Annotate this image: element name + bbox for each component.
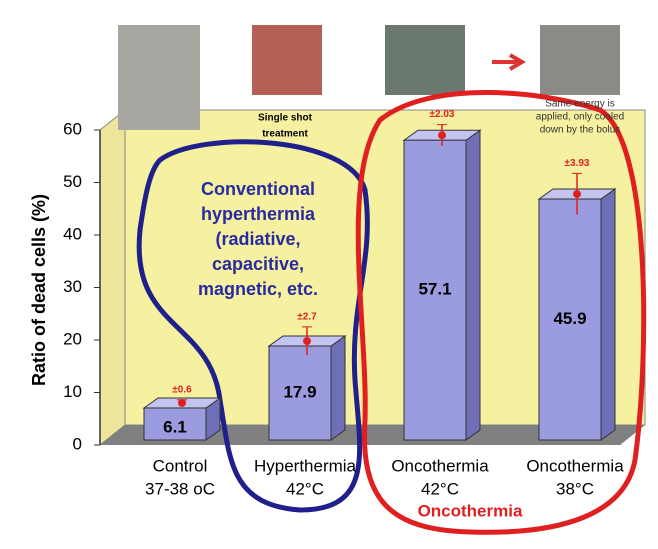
photo (385, 25, 465, 95)
error-label: ±0.6 (172, 384, 192, 395)
error-dot (573, 190, 581, 198)
x-tick-label: Control (153, 456, 208, 475)
y-tick-label: 10 (63, 382, 82, 401)
value-label: 57.1 (418, 280, 451, 299)
y-tick-label: 40 (63, 224, 82, 243)
error-dot (178, 399, 186, 407)
annotation: down by the bolus (540, 125, 621, 136)
error-dot (303, 337, 311, 345)
page: Ratio of dead cells (%) Oncothermia 0 10 2… (0, 0, 658, 549)
error-label: ±3.93 (565, 158, 590, 169)
annotation: treatment (262, 129, 308, 140)
value-label: 6.1 (163, 417, 187, 436)
photo (118, 25, 200, 130)
y-axis-label: Ratio of dead cells (%) (29, 194, 49, 386)
annotation: applied, only cooled (536, 112, 624, 123)
y-tick-label: 30 (63, 277, 82, 296)
y-tick-label: 20 (63, 329, 82, 348)
annotation: (radiative, (215, 229, 300, 249)
x-tick-label: 37-38 oC (145, 479, 215, 498)
x-tick-label: Oncothermia (526, 456, 624, 475)
arrow (492, 55, 522, 69)
photo (252, 25, 322, 95)
value-label: 45.9 (553, 309, 586, 328)
oncothermia-label: Oncothermia (418, 501, 523, 520)
x-tick-label: 42°C (421, 479, 459, 498)
annotation: capacitive, (212, 254, 304, 274)
x-tick-label: 42°C (286, 479, 324, 498)
annotation: Single shot (258, 113, 313, 124)
annotation: Conventional (201, 179, 315, 199)
error-label: ±2.03 (430, 109, 455, 120)
x-tick-label: Hyperthermia (254, 456, 357, 475)
annotation: magnetic, etc. (198, 279, 318, 299)
y-tick-label: 0 (73, 434, 82, 453)
y-tick-label: 50 (63, 172, 82, 191)
photo (540, 25, 620, 95)
y-tick-label: 60 (63, 119, 82, 138)
annotation: hyperthermia (201, 204, 316, 224)
bar-side (601, 189, 615, 440)
side-wall (100, 110, 125, 445)
x-tick-label: 38°C (556, 479, 594, 498)
annotation: Same energy is (545, 99, 614, 110)
bar-side (466, 130, 480, 440)
value-label: 17.9 (283, 382, 316, 401)
chart: Ratio of dead cells (%) Oncothermia 0 10 2… (0, 0, 658, 544)
bar-side (331, 336, 345, 440)
error-label: ±2.7 (297, 311, 317, 322)
x-tick-label: Oncothermia (391, 456, 489, 475)
error-dot (438, 131, 446, 139)
